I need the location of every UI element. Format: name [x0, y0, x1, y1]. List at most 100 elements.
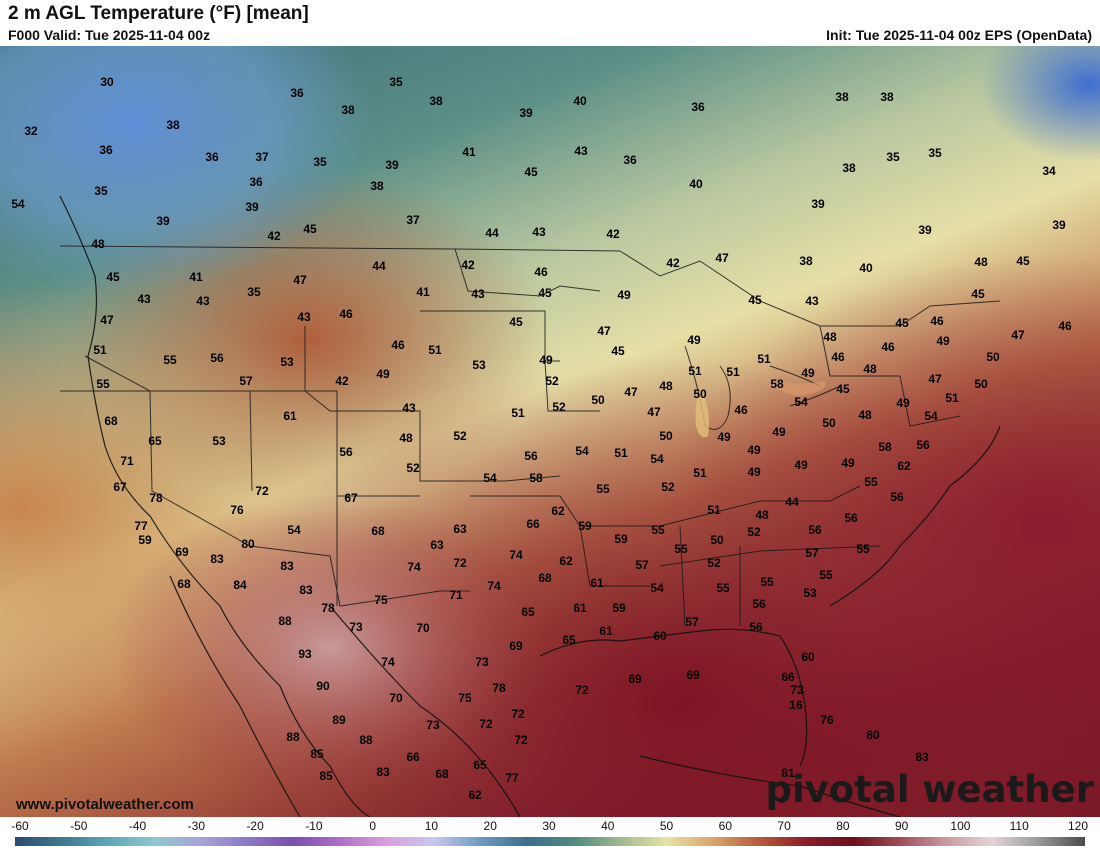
colorbar-tick: -60	[11, 819, 29, 833]
temperature-label: 51	[945, 391, 959, 405]
colorbar-tick: 50	[659, 819, 674, 833]
temperature-label: 51	[93, 343, 107, 357]
temperature-label: 59	[578, 519, 592, 533]
temperature-label: 83	[210, 552, 224, 566]
temperature-label: 35	[247, 285, 261, 299]
temperature-label: 45	[106, 270, 120, 284]
temperature-label: 45	[895, 316, 909, 330]
temperature-label: 51	[688, 364, 702, 378]
temperature-label: 62	[559, 554, 573, 568]
temperature-label: 37	[406, 213, 420, 227]
temperature-label: 56	[808, 523, 822, 537]
temperature-label: 54	[650, 452, 664, 466]
temperature-label: 46	[881, 340, 895, 354]
temperature-label: 83	[299, 583, 313, 597]
temperature-label: 35	[928, 146, 942, 160]
temperature-label: 57	[239, 374, 253, 388]
temperature-label: 65	[473, 758, 487, 772]
temperature-map: 30 36 35 38 40 36 38 38 32 38 36 36 37 35 38 39 41 43 36 45…	[0, 46, 1100, 817]
colorbar-gradient	[15, 837, 1085, 846]
temperature-label: 69	[686, 668, 700, 682]
temperature-label: 42	[606, 227, 620, 241]
temperature-label: 41	[189, 270, 203, 284]
temperature-label: 73	[790, 683, 804, 697]
temperature-label: 65	[521, 605, 535, 619]
temperature-label: 76	[230, 503, 244, 517]
temperature-label: 46	[391, 338, 405, 352]
temperature-label: 43	[137, 292, 151, 306]
temperature-label: 45	[971, 287, 985, 301]
temperature-label: 69	[175, 545, 189, 559]
temperature-label: 45	[1016, 254, 1030, 268]
temperature-label: 38	[166, 118, 180, 132]
temperature-label: 49	[841, 456, 855, 470]
colorbar-tick: 90	[894, 819, 909, 833]
temperature-label: 85	[310, 747, 324, 761]
temperature-label: 61	[573, 601, 587, 615]
temperature-label: 56	[339, 445, 353, 459]
colorbar-tick: 120	[1067, 819, 1089, 833]
temperature-label: 47	[647, 405, 661, 419]
temperature-label: 55	[760, 575, 774, 589]
temperature-label: 39	[811, 197, 825, 211]
header: 2 m AGL Temperature (°F) [mean] F000 Val…	[0, 0, 1100, 46]
colorbar-tick: -20	[246, 819, 264, 833]
temperature-label: 57	[635, 558, 649, 572]
temperature-label: 36	[205, 150, 219, 164]
temperature-label: 85	[319, 769, 333, 783]
temperature-label: 53	[472, 358, 486, 372]
temperature-label: 54	[11, 197, 25, 211]
temperature-label: 49	[936, 334, 950, 348]
temperature-label: 89	[332, 713, 346, 727]
temperature-label: 53	[280, 355, 294, 369]
map-field	[0, 46, 1100, 817]
temperature-label: 71	[120, 454, 134, 468]
temperature-label: 74	[407, 560, 421, 574]
colorbar-tick: 30	[542, 819, 556, 833]
temperature-label: 74	[381, 655, 395, 669]
temperature-label: 43	[402, 401, 416, 415]
temperature-label: 35	[313, 155, 327, 169]
temperature-label: 46	[930, 314, 944, 328]
site-url[interactable]: www.pivotalweather.com	[16, 796, 194, 813]
temperature-label: 56	[749, 620, 763, 634]
temperature-label: 52	[453, 429, 467, 443]
colorbar-tick: 60	[718, 819, 733, 833]
temperature-label: 48	[659, 379, 673, 393]
temperature-label: 35	[389, 75, 403, 89]
temperature-label: 47	[624, 385, 638, 399]
temperature-label: 55	[856, 542, 870, 556]
temperature-label: 72	[511, 707, 525, 721]
temperature-label: 38	[370, 179, 384, 193]
temperature-label: 55	[864, 475, 878, 489]
temperature-label: 61	[283, 409, 297, 423]
colorbar-tick: 40	[601, 819, 615, 833]
temperature-label: 77	[505, 771, 519, 785]
temperature-label: 51	[614, 446, 628, 460]
temperature-label: 80	[866, 728, 880, 742]
temperature-label: 83	[376, 765, 390, 779]
temperature-label: 38	[429, 94, 443, 108]
temperature-label: 72	[255, 484, 269, 498]
temperature-label: 49	[539, 353, 553, 367]
temperature-label: 56	[916, 438, 930, 452]
temperature-label: 78	[321, 601, 335, 615]
temperature-label: 62	[897, 459, 911, 473]
temperature-label: 75	[458, 691, 472, 705]
temperature-label: 61	[590, 576, 604, 590]
temperature-label: 42	[267, 229, 281, 243]
temperature-label: 51	[757, 352, 771, 366]
temperature-label: 57	[805, 546, 819, 560]
temperature-label: 45	[538, 286, 552, 300]
temperature-label: 68	[371, 524, 385, 538]
temperature-label: 65	[562, 633, 576, 647]
temperature-label: 60	[801, 650, 815, 664]
temperature-label: 43	[532, 225, 546, 239]
temperature-label: 47	[100, 313, 114, 327]
temperature-label: 70	[416, 621, 430, 635]
temperature-label: 40	[859, 261, 873, 275]
temperature-label: 76	[820, 713, 834, 727]
temperature-label: 55	[651, 523, 665, 537]
temperature-label: 72	[514, 733, 528, 747]
temperature-label: 67	[344, 491, 358, 505]
